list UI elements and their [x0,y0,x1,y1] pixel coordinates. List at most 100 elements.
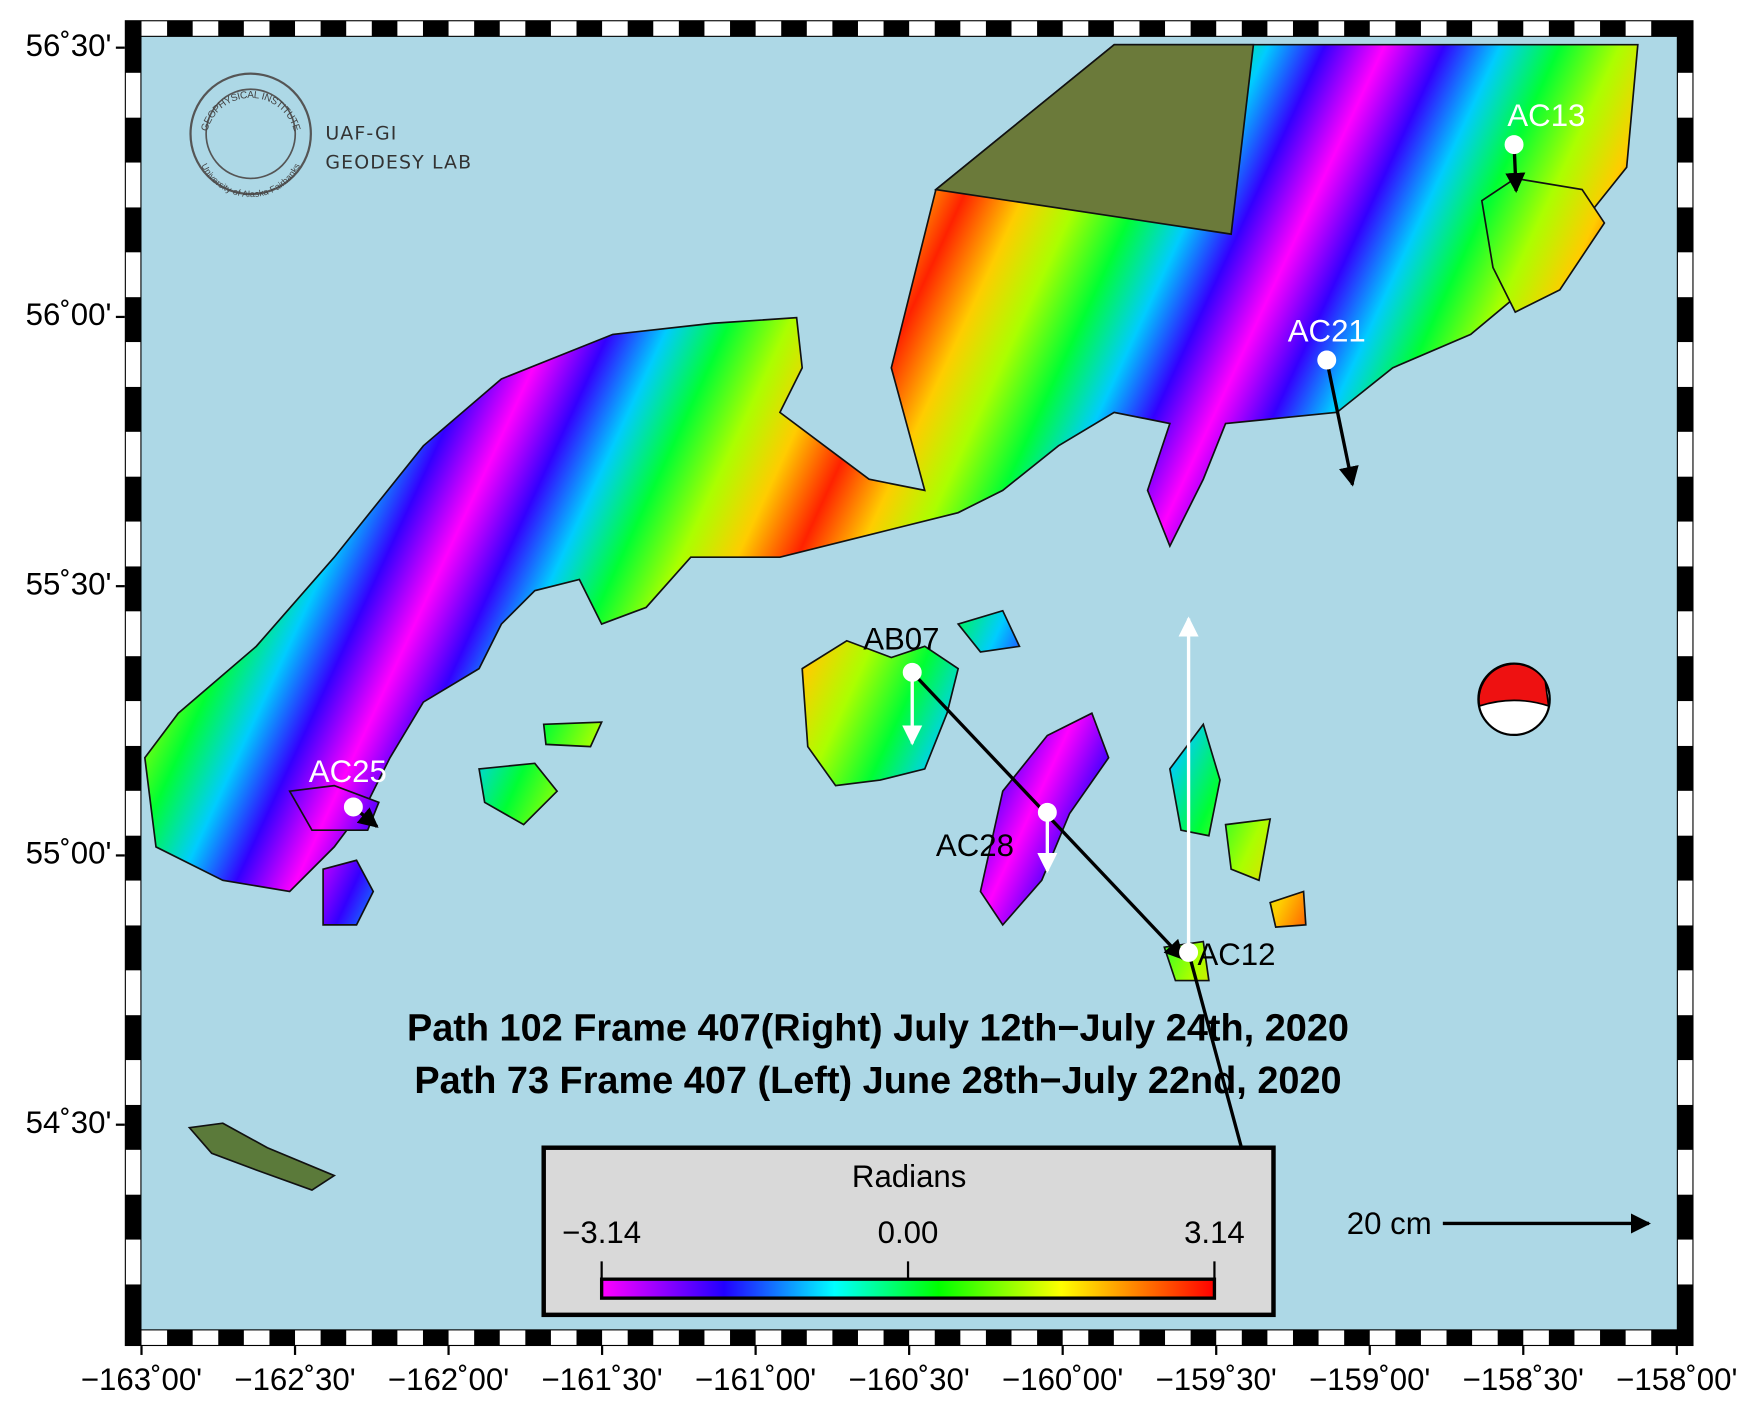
frame-check [1625,1330,1652,1345]
frame-check [1062,21,1089,36]
frame-check [1369,1330,1396,1345]
y-tick-label: 54˚30' [26,1105,112,1140]
frame-checks [125,21,1693,1345]
x-tick-label: −158˚00' [1616,1362,1737,1397]
frame-check [1267,21,1293,36]
frame-check [1574,1330,1601,1345]
frame-check [125,790,141,836]
frame-check [1677,1060,1693,1105]
frame-check [125,342,141,387]
frame-check [125,1149,141,1195]
focal-mechanism [1477,662,1551,737]
frame-check [1523,21,1549,36]
station-marker [343,797,363,817]
logo-line1: UAF-GI [325,122,397,144]
frame-check [857,1330,884,1345]
colorbar-box: Radians [541,1145,1276,1318]
frame-check [909,21,935,36]
station-marker [902,662,922,682]
frame-check [550,1330,577,1345]
frame-check [1011,1330,1038,1345]
y-tick-label: 56˚30' [26,28,112,63]
station-label: AC25 [309,754,387,789]
frame-check [125,970,141,1016]
frame-check [1472,21,1498,36]
x-tick-label: −161˚30' [541,1362,662,1397]
frame-check [346,1330,372,1345]
frame-check [1574,21,1601,36]
x-tick-label: −161˚00' [695,1362,816,1397]
frame-check [960,21,986,36]
station-marker [1037,802,1057,822]
y-tick-label: 55˚00' [26,836,112,871]
colorbar-ticks: −3.14 0.00 3.14 [562,1215,1245,1280]
frame-check [1677,970,1693,1016]
frame-check [1472,1330,1498,1345]
annotation-line: Path 102 Frame 407(Right) July 12th−July… [407,1008,1349,1050]
frame-check [1677,342,1693,387]
station-marker [1504,135,1524,155]
frame-check [1677,790,1693,836]
annotation-line: Path 73 Frame 407 (Left) June 28th−July … [414,1060,1341,1102]
frame-check [499,21,526,36]
horizontal-arrow [1325,359,1359,487]
frame-check [397,21,423,36]
frame-check [295,21,321,36]
frame-check [1318,1330,1345,1345]
x-tick-label: −163˚00' [81,1362,202,1397]
frame-check [1113,1330,1140,1345]
frame-check [1523,1330,1549,1345]
frame-check [1369,21,1396,36]
frame-check [909,1330,935,1345]
x-tick-label: −162˚00' [388,1362,509,1397]
frame-check [125,162,141,208]
frame-check [1165,21,1191,36]
frame-check [1677,1239,1693,1285]
frame-check [1267,1330,1293,1345]
y-tick-label: 55˚30' [26,566,112,601]
event-quadrant [1478,663,1550,708]
frame-check [125,431,141,477]
frame-check [602,1330,628,1345]
land [143,43,1639,1191]
frame-check [1625,21,1652,36]
station-label: AC21 [1288,314,1366,349]
frame-check [448,1330,475,1345]
frame-check [1165,1330,1191,1345]
frame-check [125,521,141,567]
scale-label: 20 cm [1347,1206,1432,1241]
frame-check [125,72,141,118]
frame-check [125,701,141,746]
frame-check [192,1330,219,1345]
frame-check [1216,1330,1242,1345]
frame-check [1677,521,1693,567]
frame-check [550,21,577,36]
frame-check [1113,21,1140,36]
frame-check [1677,162,1693,208]
frame-check [755,1330,782,1345]
logo-ring [189,72,312,196]
frame-check [755,21,782,36]
frame-check [141,1330,168,1345]
frame-check [1677,431,1693,477]
colorbar [599,1277,1217,1300]
station-marker [1179,942,1199,962]
x-tick-label: −160˚30' [849,1362,970,1397]
frame-check [448,21,475,36]
x-tick-label: −159˚30' [1156,1362,1277,1397]
frame-check [1318,21,1345,36]
logo-inner [205,88,297,180]
frame-check [1677,880,1693,926]
x-tick-label: −162˚30' [234,1362,355,1397]
frame-check [397,1330,423,1345]
logo-line2: GEODESY LAB [325,151,472,173]
frame-check [1011,21,1038,36]
axis-ticks: −163˚00' −162˚30' −162˚00' −161˚30' −161˚00'… [26,28,1738,1397]
frame-check [1062,1330,1089,1345]
frame-check [141,21,168,36]
y-tick-label: 56˚00' [26,297,112,332]
colorbar-title: Radians [852,1159,966,1194]
colorbar-tick-label: 3.14 [1184,1215,1245,1250]
frame-check [1677,252,1693,298]
